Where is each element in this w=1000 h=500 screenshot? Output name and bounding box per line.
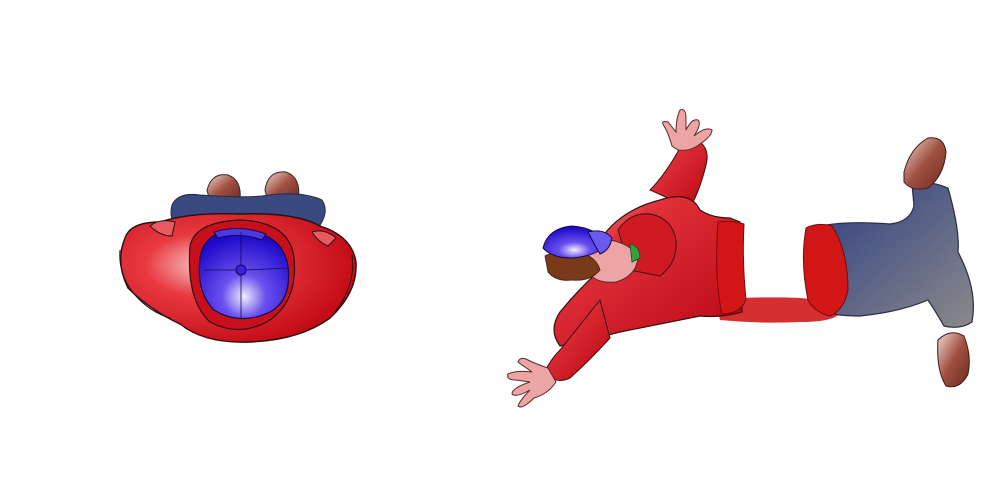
- cap-brim: [587, 230, 613, 255]
- lower-shoe: [937, 332, 970, 388]
- cap-brim: [213, 228, 267, 241]
- upper-hand: [662, 109, 713, 151]
- figure-standing: [119, 171, 357, 343]
- upper-shoe: [903, 137, 947, 190]
- pants: [811, 182, 974, 328]
- collar: [629, 243, 641, 263]
- left-sleeve: [119, 249, 171, 319]
- cap-seams: [204, 232, 289, 318]
- left-cuff: [149, 220, 176, 237]
- right-sleeve: [334, 254, 354, 313]
- legs-cut: [802, 223, 849, 317]
- right-cuff: [311, 230, 337, 247]
- lower-hand: [507, 357, 557, 408]
- torso-cut: [716, 220, 747, 315]
- cap-button: [235, 264, 247, 276]
- figure-sprawled: [507, 109, 974, 408]
